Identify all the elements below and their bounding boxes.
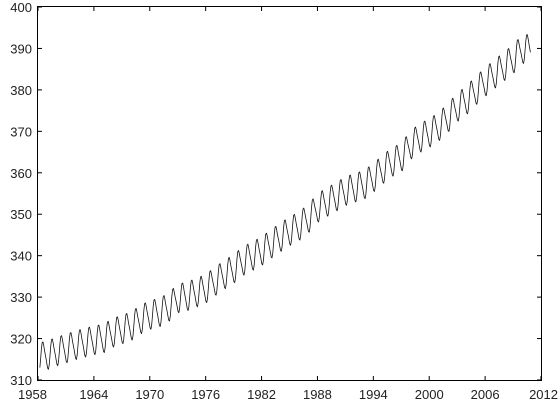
x-tick-label: 2006 bbox=[471, 387, 500, 402]
x-tick-label: 1994 bbox=[359, 387, 388, 402]
y-tick-label: 390 bbox=[10, 41, 32, 56]
x-tick-label: 1988 bbox=[303, 387, 332, 402]
x-tick-label: 1964 bbox=[79, 387, 108, 402]
x-tick-label: 2012 bbox=[529, 387, 558, 402]
x-tick-label: 1976 bbox=[191, 387, 220, 402]
tick-labels: 1958 1964 1970 1976 1982 1988 1994 2000 2006 2012… bbox=[10, 0, 558, 402]
y-tick-label: 400 bbox=[10, 0, 32, 15]
y-tick-label: 370 bbox=[10, 124, 32, 139]
x-tick-label: 1970 bbox=[135, 387, 164, 402]
tick-marks bbox=[37, 6, 542, 381]
y-tick-label: 380 bbox=[10, 83, 32, 98]
plot-frame bbox=[37, 6, 542, 381]
y-tick-label: 360 bbox=[10, 166, 32, 181]
y-tick-label: 350 bbox=[10, 207, 32, 222]
x-tick-label: 1982 bbox=[247, 387, 276, 402]
y-tick-label: 330 bbox=[10, 290, 32, 305]
x-tick-label: 2000 bbox=[415, 387, 444, 402]
series-line bbox=[39, 34, 531, 370]
y-tick-label: 320 bbox=[10, 332, 32, 347]
y-tick-label: 340 bbox=[10, 249, 32, 264]
y-tick-label: 310 bbox=[10, 373, 32, 388]
x-tick-label: 1958 bbox=[18, 387, 47, 402]
